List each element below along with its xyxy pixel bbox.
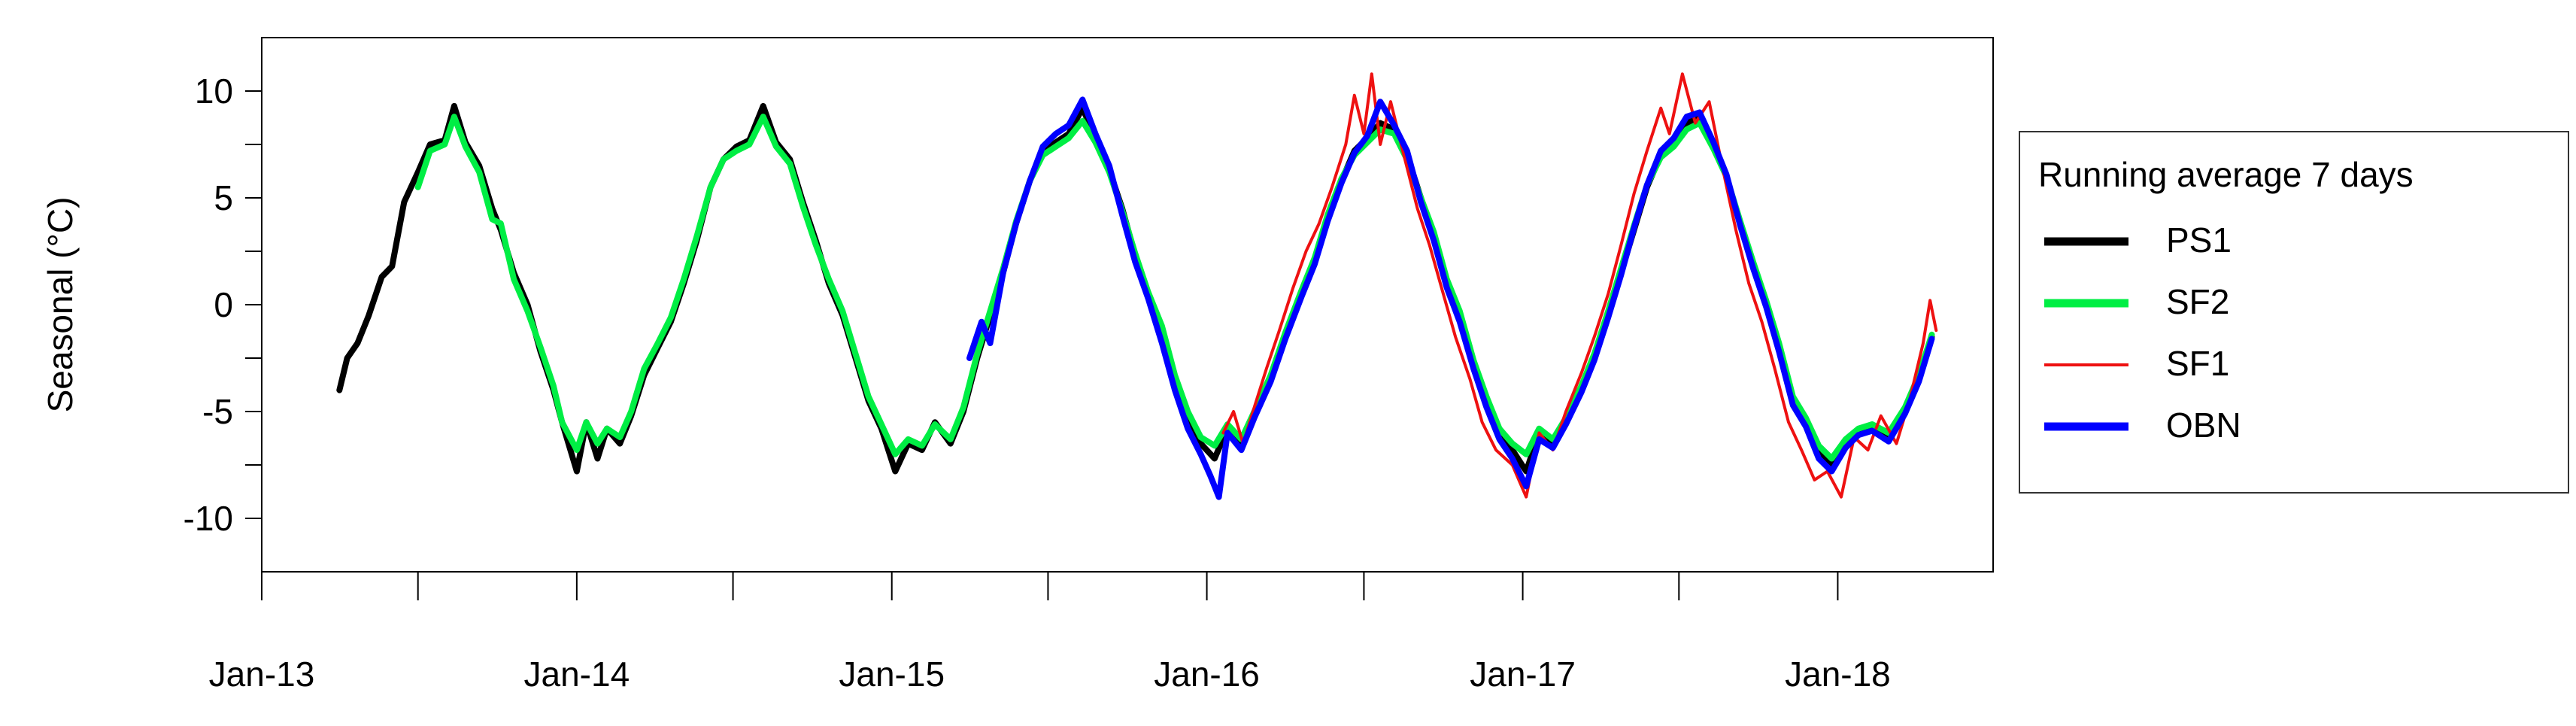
plot-frame	[261, 37, 1994, 573]
series-line-obn	[966, 96, 1935, 500]
y-axis-label: Seasonal (°C)	[41, 197, 80, 413]
legend-label-ps1: PS1	[2166, 220, 2232, 260]
x-tick-label: Jan-17	[1470, 655, 1576, 694]
series-line-ps1	[336, 102, 1935, 475]
x-tick-label: Jan-14	[524, 655, 630, 694]
y-axis: -10 -5 0 5 10	[184, 71, 262, 538]
x-tick-label: Jan-16	[1154, 655, 1260, 694]
y-tick-label: 10	[195, 71, 233, 111]
series-line-sf1	[1221, 72, 1938, 499]
series-line-sf2	[414, 114, 1935, 462]
series-layer	[336, 72, 1938, 500]
y-tick-label: 5	[214, 178, 233, 217]
y-tick-label: 0	[214, 285, 233, 324]
legend-label-obn: OBN	[2166, 406, 2241, 445]
legend: Running average 7 days PS1 SF2 SF1 OBN	[2019, 131, 2569, 494]
legend-title: Running average 7 days	[2038, 155, 2414, 194]
legend-label-sf2: SF2	[2166, 282, 2229, 321]
x-tick-label: Jan-13	[209, 655, 315, 694]
legend-label-sf1: SF1	[2166, 344, 2229, 383]
x-tick-label: Jan-18	[1785, 655, 1891, 694]
x-tick-label: Jan-15	[839, 655, 945, 694]
y-tick-label: -5	[202, 392, 233, 431]
legend-box	[2019, 131, 2569, 494]
y-tick-label: -10	[184, 499, 233, 538]
x-axis: Jan-13 Jan-14 Jan-15 Jan-16 Jan-17 Jan-18	[209, 572, 1891, 694]
